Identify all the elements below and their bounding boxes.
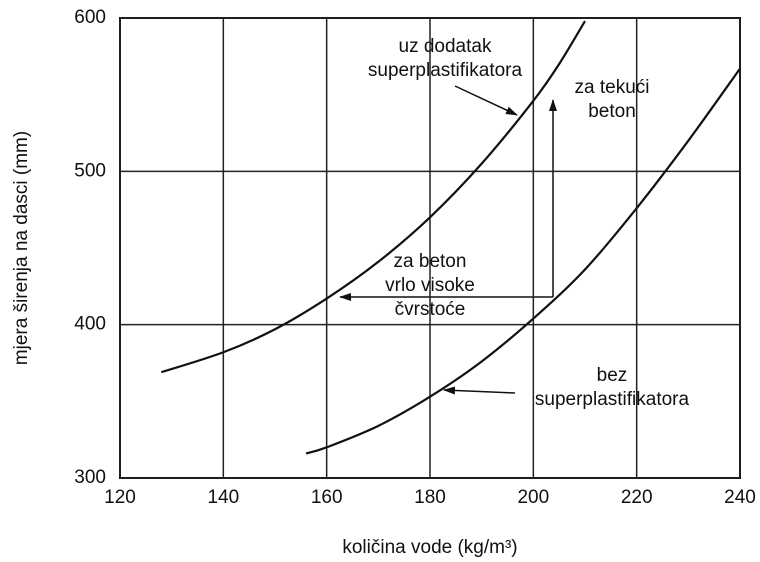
curve-label: superplastifikatora [368, 60, 523, 81]
annotation: za tekući [575, 77, 650, 98]
curve [160, 20, 586, 374]
curve-label: uz dodatak [399, 36, 492, 57]
annotation: vrlo visoke [385, 275, 475, 296]
x-tick-label: 140 [207, 487, 239, 508]
annotation: beton [588, 101, 636, 122]
annotation: čvrstoće [395, 299, 466, 320]
y-tick-label: 300 [74, 467, 106, 488]
curve [305, 67, 741, 455]
pointer-arrow [443, 386, 516, 395]
x-tick-label: 120 [104, 487, 136, 508]
annotation: za beton [394, 251, 467, 272]
curve-label: bez [597, 365, 628, 386]
y-tick-label: 500 [74, 160, 106, 181]
y-tick-label: 400 [74, 314, 106, 335]
x-axis-label: količina vode (kg/m³) [342, 537, 517, 558]
pointer-arrow [454, 85, 518, 116]
curve-label: superplastifikatora [535, 389, 690, 410]
x-tick-label: 160 [311, 487, 343, 508]
x-tick-label: 240 [724, 487, 756, 508]
y-tick-label: 600 [74, 7, 106, 28]
x-tick-label: 180 [414, 487, 446, 508]
y-axis-label: mjera širenja na dasci (mm) [11, 131, 32, 365]
x-tick-label: 200 [517, 487, 549, 508]
x-tick-label: 220 [621, 487, 653, 508]
